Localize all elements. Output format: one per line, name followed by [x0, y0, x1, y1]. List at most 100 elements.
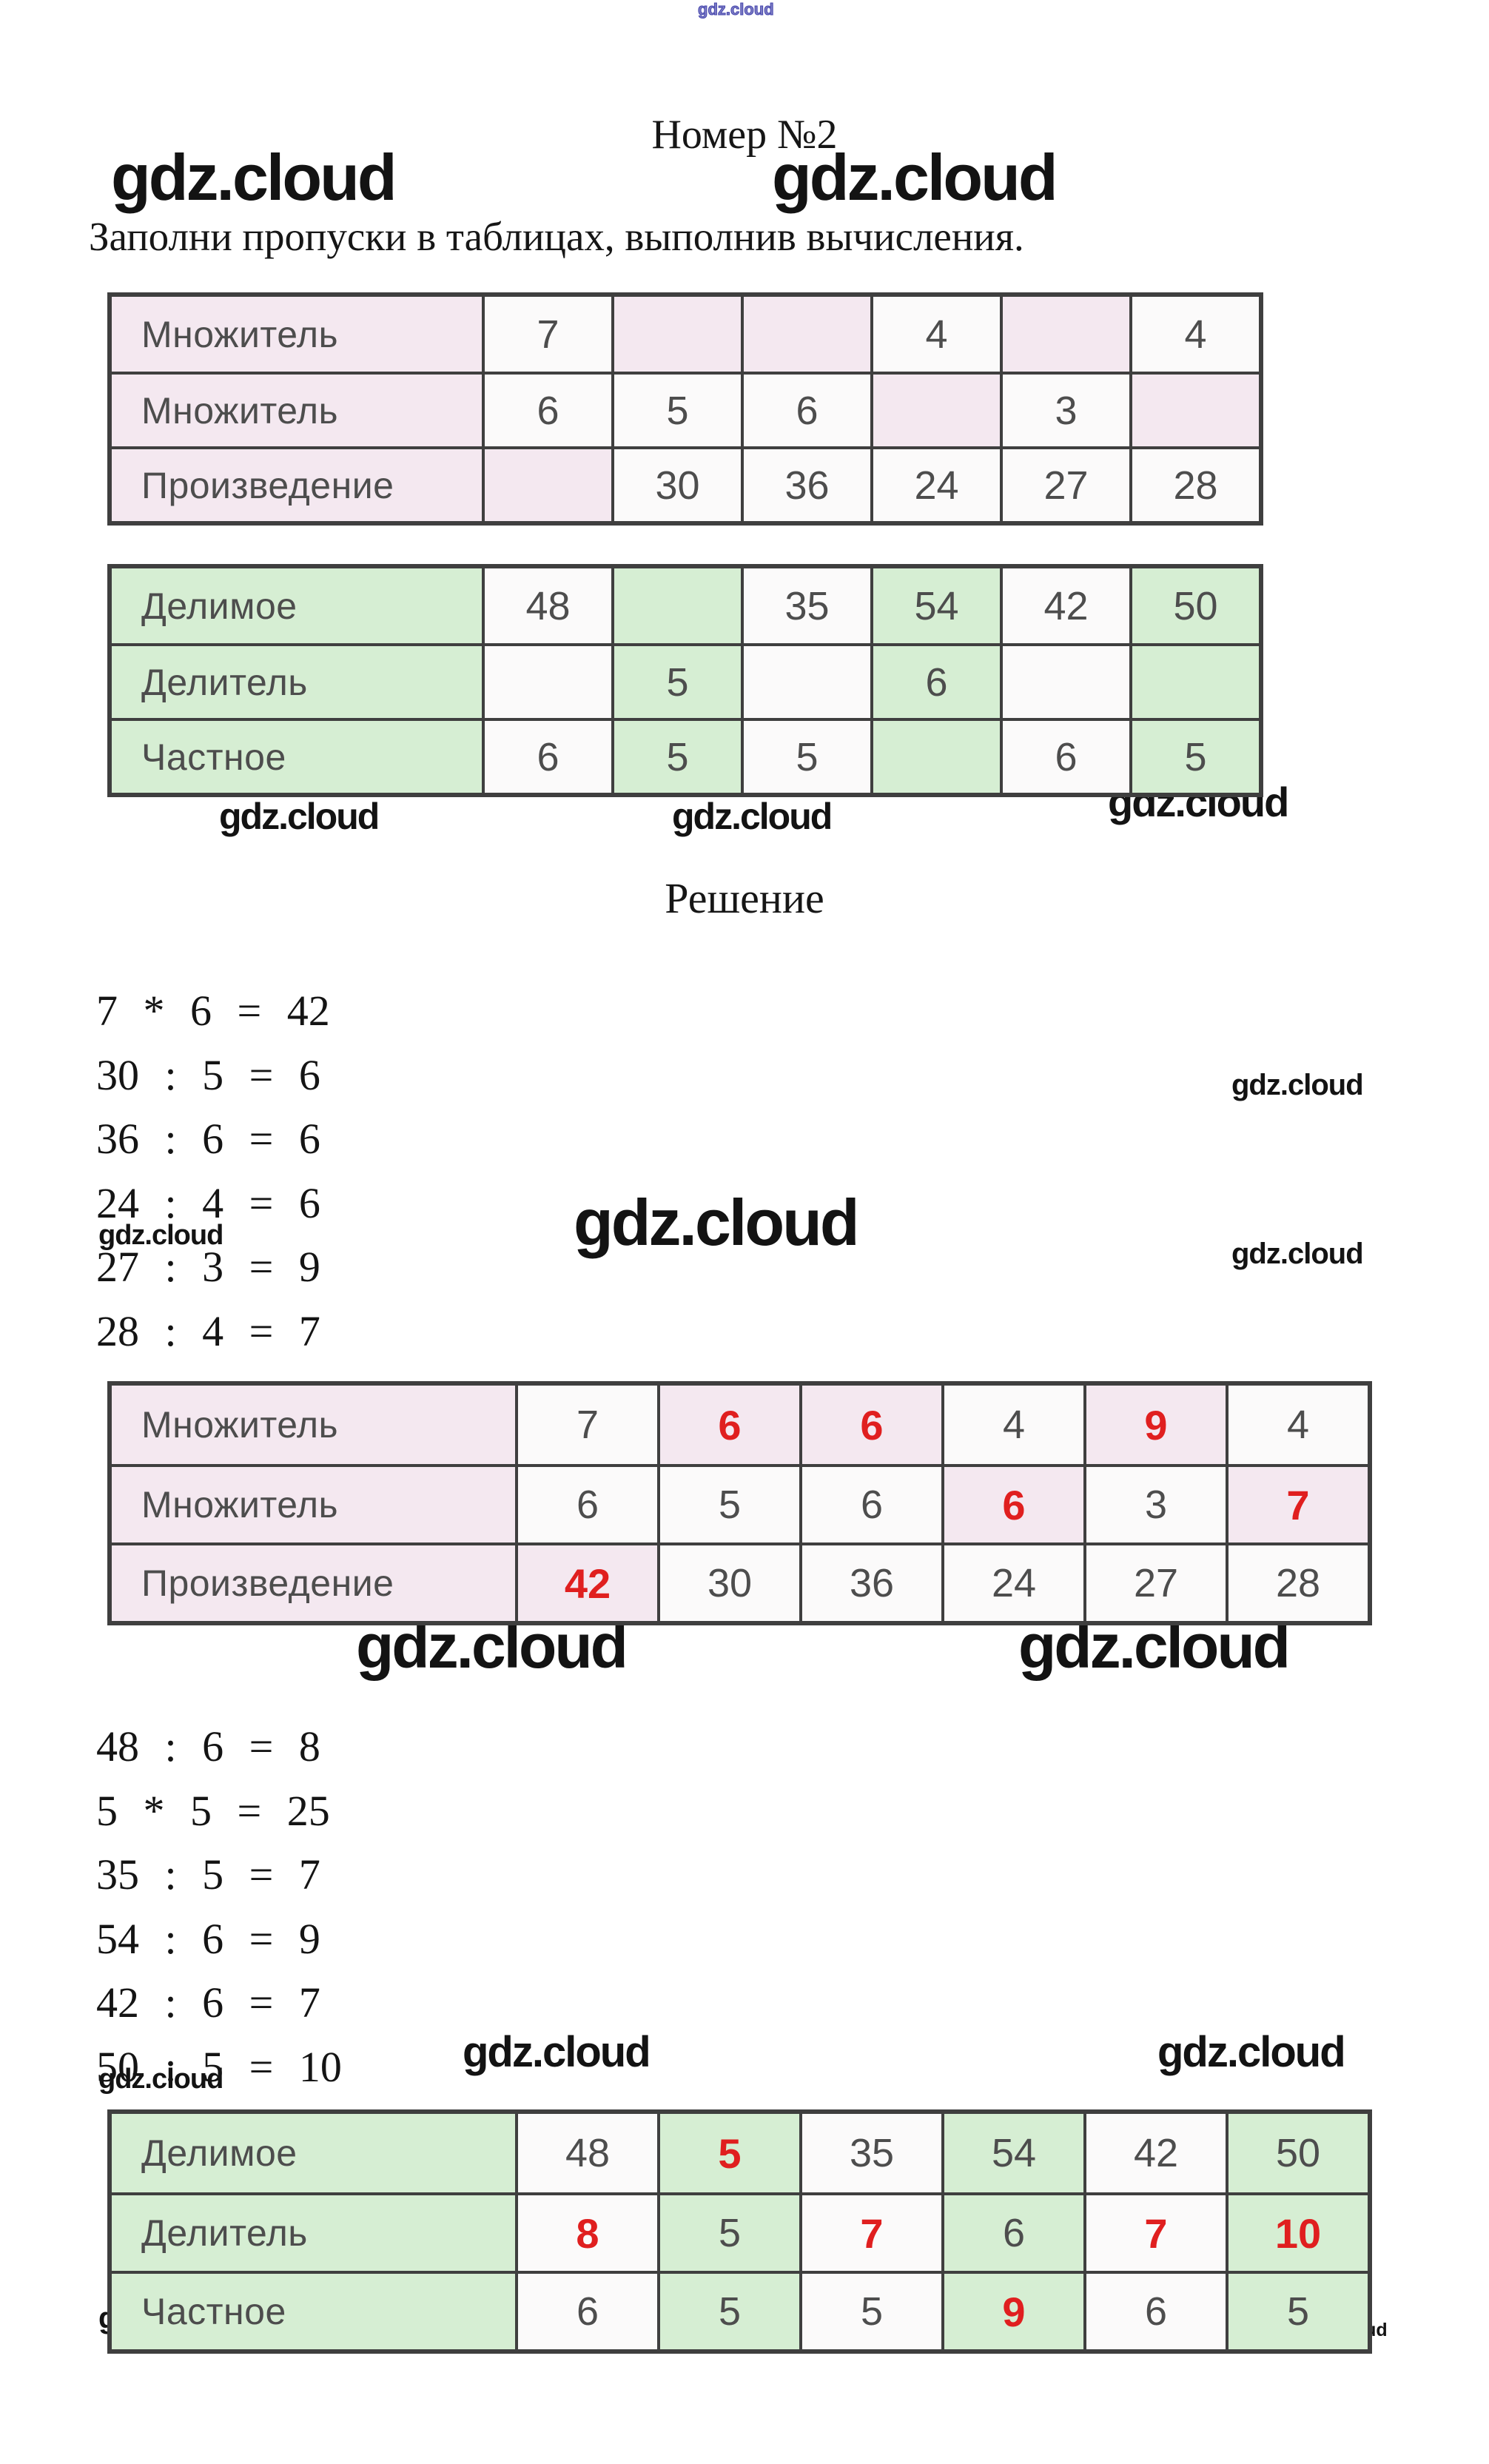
value-cell: 27: [1000, 446, 1129, 521]
watermark: gdz.cloud: [219, 796, 380, 837]
task-text: Заполни пропуски в таблицах, выполнив вы…: [89, 214, 1024, 259]
row-label: Делимое: [112, 568, 482, 643]
empty-cell: [1129, 372, 1259, 446]
watermark: gdz.cloud: [1157, 2028, 1346, 2076]
value-cell: 6: [482, 718, 611, 793]
value-cell: 4: [870, 297, 1000, 372]
equation-line: 27 : 3 = 9: [96, 1243, 320, 1291]
value-cell: 4: [1129, 297, 1259, 372]
value-cell: 5: [1129, 718, 1259, 793]
watermark: gdz.cloud: [111, 141, 397, 214]
answer-cell: 6: [657, 1386, 799, 1464]
watermark: gdz.cloud: [1231, 1069, 1364, 1101]
empty-cell: [870, 372, 1000, 446]
value-cell: 24: [941, 1542, 1083, 1621]
value-cell: 3: [1083, 1464, 1226, 1542]
value-cell: 5: [611, 372, 741, 446]
value-cell: 48: [515, 2114, 657, 2192]
value-cell: 27: [1083, 1542, 1226, 1621]
empty-cell: [611, 568, 741, 643]
value-cell: 54: [941, 2114, 1083, 2192]
value-cell: 6: [515, 2271, 657, 2349]
value-cell: 3: [1000, 372, 1129, 446]
value-cell: 6: [799, 1464, 941, 1542]
watermark: gdz.cloud: [1231, 1238, 1364, 1270]
value-cell: 35: [799, 2114, 941, 2192]
solution-equations-2: 48 : 6 = 8 5 * 5 = 25 35 : 5 = 7 54 : 6 = 9…: [96, 1715, 342, 2099]
equation-line: 24 : 4 = 6: [96, 1178, 320, 1227]
empty-cell: [1000, 643, 1129, 718]
row-label: Множитель: [112, 372, 482, 446]
value-cell: 36: [741, 446, 870, 521]
value-cell: 48: [482, 568, 611, 643]
answer-cell: 42: [515, 1542, 657, 1621]
value-cell: 50: [1129, 568, 1259, 643]
table-multiplication-solved: Множитель 7 6 6 4 9 4 Множитель 6 5 6 6 3 7 Произведен…: [107, 1381, 1372, 1625]
solution-equations-1: 7 * 6 = 42 30 : 5 = 6 36 : 6 = 6 24 : 4 = 6…: [96, 979, 330, 1363]
answer-cell: 9: [941, 2271, 1083, 2349]
equation-line: 28 : 4 = 7: [96, 1306, 320, 1355]
empty-cell: [870, 718, 1000, 793]
watermark: gdz.cloud: [672, 796, 833, 837]
value-cell: 5: [657, 1464, 799, 1542]
empty-cell: [1000, 297, 1129, 372]
equation-line: 7 * 6 = 42: [96, 987, 330, 1035]
equation-line: 48 : 6 = 8: [96, 1722, 320, 1770]
equation-line: 30 : 5 = 6: [96, 1050, 320, 1099]
watermark: gdz.cloud: [574, 1186, 860, 1259]
empty-cell: [482, 643, 611, 718]
empty-cell: [611, 297, 741, 372]
answer-cell: 9: [1083, 1386, 1226, 1464]
value-cell: 42: [1083, 2114, 1226, 2192]
value-cell: 5: [657, 2271, 799, 2349]
answer-cell: 6: [799, 1386, 941, 1464]
value-cell: 6: [482, 372, 611, 446]
row-label: Произведение: [112, 446, 482, 521]
answer-cell: 6: [941, 1464, 1083, 1542]
watermark: gdz.cloud: [463, 2028, 651, 2076]
value-cell: 5: [741, 718, 870, 793]
answer-cell: 7: [1083, 2192, 1226, 2271]
answer-cell: 8: [515, 2192, 657, 2271]
value-cell: 6: [1000, 718, 1129, 793]
equation-line: 42 : 6 = 7: [96, 1978, 320, 2027]
table-multiplication-task: Множитель 7 4 4 Множитель 6 5 6 3 Произведение 30 3…: [107, 292, 1263, 526]
equation-line: 35 : 5 = 7: [96, 1850, 320, 1899]
value-cell: 30: [611, 446, 741, 521]
equation-line: 54 : 6 = 9: [96, 1914, 320, 1963]
value-cell: 50: [1226, 2114, 1368, 2192]
watermark: gdz.cloud: [698, 0, 775, 19]
empty-cell: [482, 446, 611, 521]
value-cell: 28: [1129, 446, 1259, 521]
value-cell: 30: [657, 1542, 799, 1621]
value-cell: 5: [611, 718, 741, 793]
watermark: gdz.cloud: [356, 1611, 628, 1681]
value-cell: 24: [870, 446, 1000, 521]
row-label: Множитель: [112, 297, 482, 372]
value-cell: 36: [799, 1542, 941, 1621]
empty-cell: [741, 643, 870, 718]
empty-cell: [741, 297, 870, 372]
row-label: Делитель: [112, 643, 482, 718]
watermark: gdz.cloud: [772, 141, 1058, 214]
equation-line: 36 : 6 = 6: [96, 1115, 320, 1163]
value-cell: 5: [799, 2271, 941, 2349]
equation-line: 5 * 5 = 25: [96, 1786, 330, 1835]
answer-cell: 7: [1226, 1464, 1368, 1542]
row-label: Произведение: [112, 1542, 515, 1621]
value-cell: 5: [1226, 2271, 1368, 2349]
empty-cell: [1129, 643, 1259, 718]
value-cell: 28: [1226, 1542, 1368, 1621]
value-cell: 6: [515, 1464, 657, 1542]
value-cell: 6: [941, 2192, 1083, 2271]
value-cell: 54: [870, 568, 1000, 643]
value-cell: 5: [611, 643, 741, 718]
equation-line: 50 : 5 = 10: [96, 2042, 342, 2091]
value-cell: 7: [482, 297, 611, 372]
value-cell: 6: [741, 372, 870, 446]
answer-cell: 10: [1226, 2192, 1368, 2271]
watermark: gdz.cloud: [98, 1220, 223, 1251]
answer-cell: 5: [657, 2114, 799, 2192]
row-label: Множитель: [112, 1386, 515, 1464]
